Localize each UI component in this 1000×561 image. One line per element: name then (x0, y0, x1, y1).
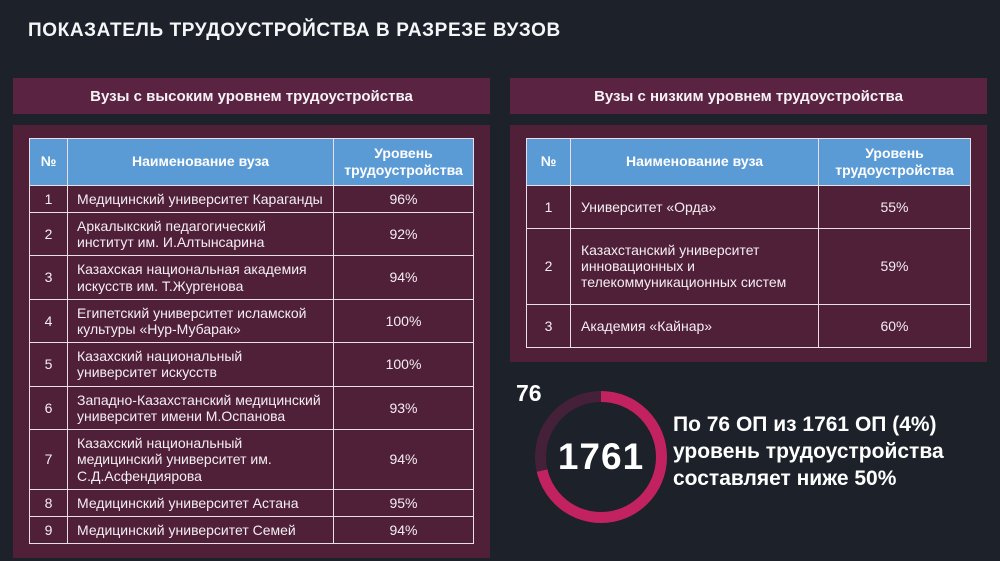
table-cell-num: 9 (29, 516, 68, 545)
table-cell-value: 93% (333, 385, 474, 431)
page-title: ПОКАЗАТЕЛЬ ТРУДОУСТРОЙСТВА В РАЗРЕЗЕ ВУЗ… (28, 20, 561, 41)
table-cell-name: Медицинский университет Семей (67, 516, 334, 545)
table-cell-value: 94% (333, 516, 474, 545)
low-employment-table: № Наименование вуза Уровень трудоустройс… (526, 138, 971, 348)
table-row: 1 Медицинский университет Караганды 96% (29, 184, 474, 213)
table-cell-name: Аркалыкский педагогический институт им. … (67, 211, 334, 257)
column-header-level: Уровень трудоустройства (818, 138, 971, 186)
table-cell-value: 92% (333, 211, 474, 257)
column-header-name: Наименование вуза (570, 138, 819, 186)
table-cell-value: 55% (818, 184, 971, 229)
donut-chart: 1761 (535, 391, 667, 523)
low-employment-panel: № Наименование вуза Уровень трудоустройс… (510, 125, 987, 362)
high-employment-table: № Наименование вуза Уровень трудоустройс… (29, 138, 474, 545)
table-row: 9 Медицинский университет Семей 94% (29, 516, 474, 545)
column-header-number: № (29, 138, 68, 186)
table-row: 2 Аркалыкский педагогический институт им.… (29, 211, 474, 257)
stat-denominator-label: 1761 (557, 436, 645, 477)
table-cell-name: Египетский университет исламской культур… (67, 298, 334, 344)
table-cell-value: 94% (333, 429, 474, 490)
table-cell-value: 100% (333, 342, 474, 387)
table-cell-name: Казахский национальный медицинский униве… (67, 429, 334, 490)
high-employment-heading: Вузы с высоким уровнем трудоустройства (13, 78, 490, 114)
table-cell-name: Академия «Кайнар» (570, 303, 819, 348)
table-cell-num: 5 (29, 342, 68, 387)
stat-numerator-label: 76 (516, 380, 542, 406)
column-header-number: № (526, 138, 571, 186)
low-employment-heading: Вузы с низким уровнем трудоустройства (510, 78, 987, 114)
high-employment-panel: № Наименование вуза Уровень трудоустройс… (13, 125, 490, 559)
table-cell-value: 59% (818, 227, 971, 305)
table-cell-num: 4 (29, 298, 68, 344)
column-header-name: Наименование вуза (67, 138, 334, 186)
table-header-row: № Наименование вуза Уровень трудоустройс… (29, 138, 474, 186)
table-cell-num: 6 (29, 385, 68, 431)
table-row: 3 Казахская национальная академия искусст… (29, 255, 474, 300)
table-cell-value: 100% (333, 298, 474, 344)
table-row: 4 Египетский университет исламской культу… (29, 298, 474, 344)
table-cell-num: 1 (526, 184, 571, 229)
table-cell-num: 2 (29, 211, 68, 257)
stat-description: По 76 ОП из 1761 ОП (4%) уровень трудоус… (673, 413, 944, 490)
stat-block: 76 1761 По 76 ОП из 1761 ОП (4%) уровень… (510, 378, 987, 538)
table-cell-name: Казахский национальный университет искус… (67, 342, 334, 387)
table-row: 7 Казахский национальный медицинский унив… (29, 429, 474, 490)
table-cell-num: 8 (29, 488, 68, 518)
table-row: 2 Казахстанский университет инновационных… (526, 227, 971, 305)
table-cell-value: 94% (333, 255, 474, 300)
table-cell-value: 95% (333, 488, 474, 518)
table-cell-name: Казахстанский университет инновационных … (570, 227, 819, 305)
table-cell-value: 96% (333, 184, 474, 213)
table-row: 8 Медицинский университет Астана 95% (29, 488, 474, 518)
table-cell-num: 3 (29, 255, 68, 300)
table-cell-value: 60% (818, 303, 971, 348)
table-header-row: № Наименование вуза Уровень трудоустройс… (526, 138, 971, 186)
table-cell-num: 1 (29, 184, 68, 213)
table-row: 5 Казахский национальный университет иску… (29, 342, 474, 387)
table-cell-num: 3 (526, 303, 571, 348)
high-employment-section: Вузы с высоким уровнем трудоустройства №… (13, 78, 490, 559)
table-row: 6 Западно-Казахстанский медицинский униве… (29, 385, 474, 431)
table-cell-name: Медицинский университет Караганды (67, 184, 334, 213)
table-cell-name: Медицинский университет Астана (67, 488, 334, 518)
table-cell-num: 7 (29, 429, 68, 490)
table-cell-name: Западно-Казахстанский медицинский универ… (67, 385, 334, 431)
table-row: 1 Университет «Орда» 55% (526, 184, 971, 229)
column-header-level: Уровень трудоустройства (333, 138, 474, 186)
table-cell-num: 2 (526, 227, 571, 305)
table-row: 3 Академия «Кайнар» 60% (526, 303, 971, 348)
table-cell-name: Университет «Орда» (570, 184, 819, 229)
low-employment-section: Вузы с низким уровнем трудоустройства № … (510, 78, 987, 362)
table-cell-name: Казахская национальная академия искусств… (67, 255, 334, 300)
